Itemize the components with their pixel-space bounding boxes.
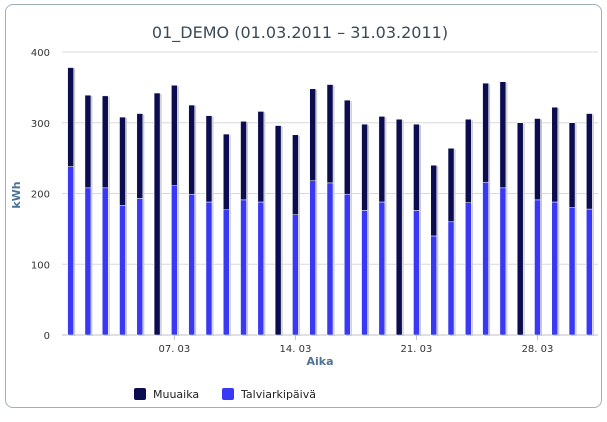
x-tick-label-14: 14. 03 — [280, 344, 312, 355]
bar-muuaika-day-1[interactable] — [67, 67, 74, 167]
y-tick-label-400: 400 — [31, 48, 50, 59]
bar-muuaika-day-9[interactable] — [205, 115, 213, 203]
bar-talviarkipaiva-day-8[interactable] — [188, 193, 195, 336]
bar-muuaika-day-30[interactable] — [568, 122, 576, 208]
bar-muuaika-day-11[interactable] — [240, 121, 247, 201]
bar-muuaika-day-18[interactable] — [361, 123, 368, 211]
bar-talviarkipaiva-day-12[interactable] — [257, 201, 265, 336]
legend-label-muuaika: Muuaika — [153, 388, 199, 401]
bar-talviarkipaiva-day-1[interactable] — [67, 166, 74, 336]
bar-muuaika-day-24[interactable] — [465, 118, 472, 203]
bar-talviarkipaiva-day-22[interactable] — [430, 235, 437, 336]
y-tick-label-0: 0 — [44, 331, 50, 342]
bar-muuaika-day-5[interactable] — [136, 113, 144, 199]
bar-muuaika-day-25[interactable] — [482, 82, 489, 183]
bar-talviarkipaiva-day-28[interactable] — [534, 199, 541, 336]
y-tick-label-200: 200 — [31, 190, 50, 201]
y-axis-title: kWh — [10, 181, 23, 208]
bar-talviarkipaiva-day-30[interactable] — [568, 207, 576, 336]
bar-talviarkipaiva-day-2[interactable] — [84, 187, 92, 336]
bar-muuaika-day-3[interactable] — [101, 95, 109, 189]
bar-muuaika-day-6[interactable] — [153, 92, 161, 336]
bar-talviarkipaiva-day-18[interactable] — [361, 210, 368, 336]
bar-talviarkipaiva-day-7[interactable] — [171, 185, 178, 336]
bar-talviarkipaiva-day-19[interactable] — [378, 201, 386, 336]
bar-muuaika-day-26[interactable] — [499, 81, 507, 189]
bar-muuaika-day-20[interactable] — [395, 118, 403, 336]
bar-talviarkipaiva-day-17[interactable] — [344, 193, 351, 336]
bar-talviarkipaiva-day-24[interactable] — [465, 202, 472, 336]
bar-talviarkipaiva-day-3[interactable] — [101, 187, 109, 336]
bar-talviarkipaiva-day-4[interactable] — [119, 205, 126, 336]
chart-title: 01_DEMO (01.03.2011 – 31.03.2011) — [152, 23, 448, 43]
legend-item-talviarkipaiva[interactable]: Talviarkipäivä — [222, 388, 316, 401]
bar-muuaika-day-31[interactable] — [586, 113, 593, 210]
bar-muuaika-day-17[interactable] — [344, 99, 351, 195]
x-axis-ticks: 07. 03 14. 03 21. 03 28. 03 — [158, 335, 553, 355]
bar-muuaika-day-21[interactable] — [413, 123, 420, 211]
x-axis-title: Aika — [306, 355, 333, 368]
y-axis-ticks: 0 100 200 300 400 — [31, 48, 50, 342]
bar-muuaika-day-15[interactable] — [309, 88, 316, 182]
legend-label-talviarkipaiva: Talviarkipäivä — [240, 388, 316, 401]
legend-swatch-muuaika — [134, 388, 146, 400]
bar-talviarkipaiva-day-29[interactable] — [551, 201, 559, 336]
bar-talviarkipaiva-day-16[interactable] — [326, 182, 334, 336]
bar-muuaika-day-19[interactable] — [378, 116, 386, 203]
bar-muuaika-day-7[interactable] — [171, 85, 178, 186]
bar-talviarkipaiva-day-31[interactable] — [586, 208, 593, 336]
bar-muuaika-day-28[interactable] — [534, 118, 541, 201]
y-tick-label-300: 300 — [31, 119, 50, 130]
bar-talviarkipaiva-day-15[interactable] — [309, 180, 316, 336]
bar-muuaika-day-10[interactable] — [223, 133, 230, 211]
bar-talviarkipaiva-day-11[interactable] — [240, 199, 247, 336]
bar-muuaika-day-4[interactable] — [119, 116, 126, 206]
bar-muuaika-day-16[interactable] — [326, 84, 334, 184]
bar-talviarkipaiva-day-23[interactable] — [447, 221, 455, 336]
bar-talviarkipaiva-day-26[interactable] — [499, 187, 507, 336]
bar-muuaika-day-13[interactable] — [274, 125, 282, 336]
bar-talviarkipaiva-day-21[interactable] — [413, 210, 420, 336]
bar-talviarkipaiva-day-5[interactable] — [136, 198, 144, 336]
bar-muuaika-day-12[interactable] — [257, 111, 265, 203]
bar-muuaika-day-22[interactable] — [430, 164, 437, 237]
bar-talviarkipaiva-day-10[interactable] — [223, 209, 230, 336]
bar-talviarkipaiva-day-14[interactable] — [292, 214, 299, 336]
bar-muuaika-day-8[interactable] — [188, 104, 195, 195]
bar-muuaika-day-14[interactable] — [292, 134, 299, 215]
x-tick-label-28: 28. 03 — [522, 344, 554, 355]
y-tick-label-100: 100 — [31, 260, 50, 271]
x-tick-label-7: 07. 03 — [158, 344, 190, 355]
bar-muuaika-day-23[interactable] — [447, 147, 455, 223]
bar-muuaika-day-29[interactable] — [551, 106, 559, 203]
bar-talviarkipaiva-day-9[interactable] — [205, 201, 213, 336]
legend-swatch-talviarkipaiva — [222, 388, 234, 400]
bar-muuaika-day-27[interactable] — [516, 122, 524, 336]
legend: Muuaika Talviarkipäivä — [134, 388, 316, 401]
bar-talviarkipaiva-day-25[interactable] — [482, 181, 489, 336]
bar-muuaika-day-2[interactable] — [84, 94, 92, 189]
legend-item-muuaika[interactable]: Muuaika — [134, 388, 199, 401]
bars — [67, 67, 594, 337]
x-tick-label-21: 21. 03 — [401, 344, 433, 355]
